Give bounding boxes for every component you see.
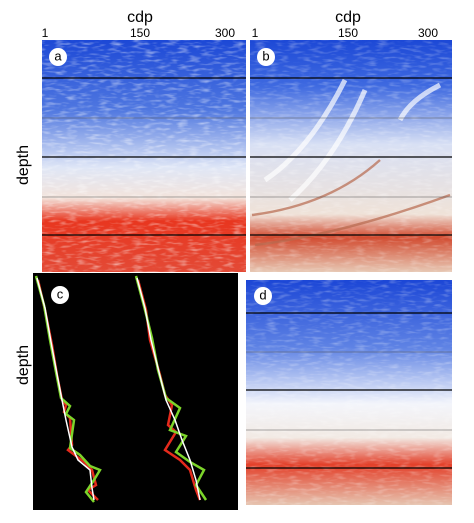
label-badge [51,286,69,304]
tick-label: 300 [418,26,438,40]
diffractions [263,78,442,202]
logs [34,275,208,503]
panel-label: b [262,48,269,63]
texture [42,40,246,272]
texture [246,280,452,505]
tick-label: 1 [252,26,259,40]
texture [250,40,452,272]
panel-label: d [259,287,266,302]
panel-c: c [33,273,238,510]
reflectors [251,159,451,247]
panel-d: d [246,280,452,505]
panel-b: b cdp 1 150 300 [250,9,452,272]
horizons [246,312,452,469]
axis-title: cdp [127,9,153,26]
log-background [33,273,238,510]
axis-title: cdp [335,9,361,26]
axis-title: depth [15,145,32,185]
panel-label: a [54,48,62,63]
tick-label: 150 [130,26,150,40]
label-badge [257,48,275,66]
horizons [250,77,452,236]
tick-label: 1 [42,26,49,40]
tick-label: 300 [215,26,235,40]
panel-a: a cdp 1 150 300 [42,9,246,272]
panel-label: c [57,286,64,301]
tick-label: 150 [338,26,358,40]
horizons [42,77,246,236]
axis-title: depth [15,345,32,385]
label-badge [254,287,272,305]
label-badge [49,48,67,66]
